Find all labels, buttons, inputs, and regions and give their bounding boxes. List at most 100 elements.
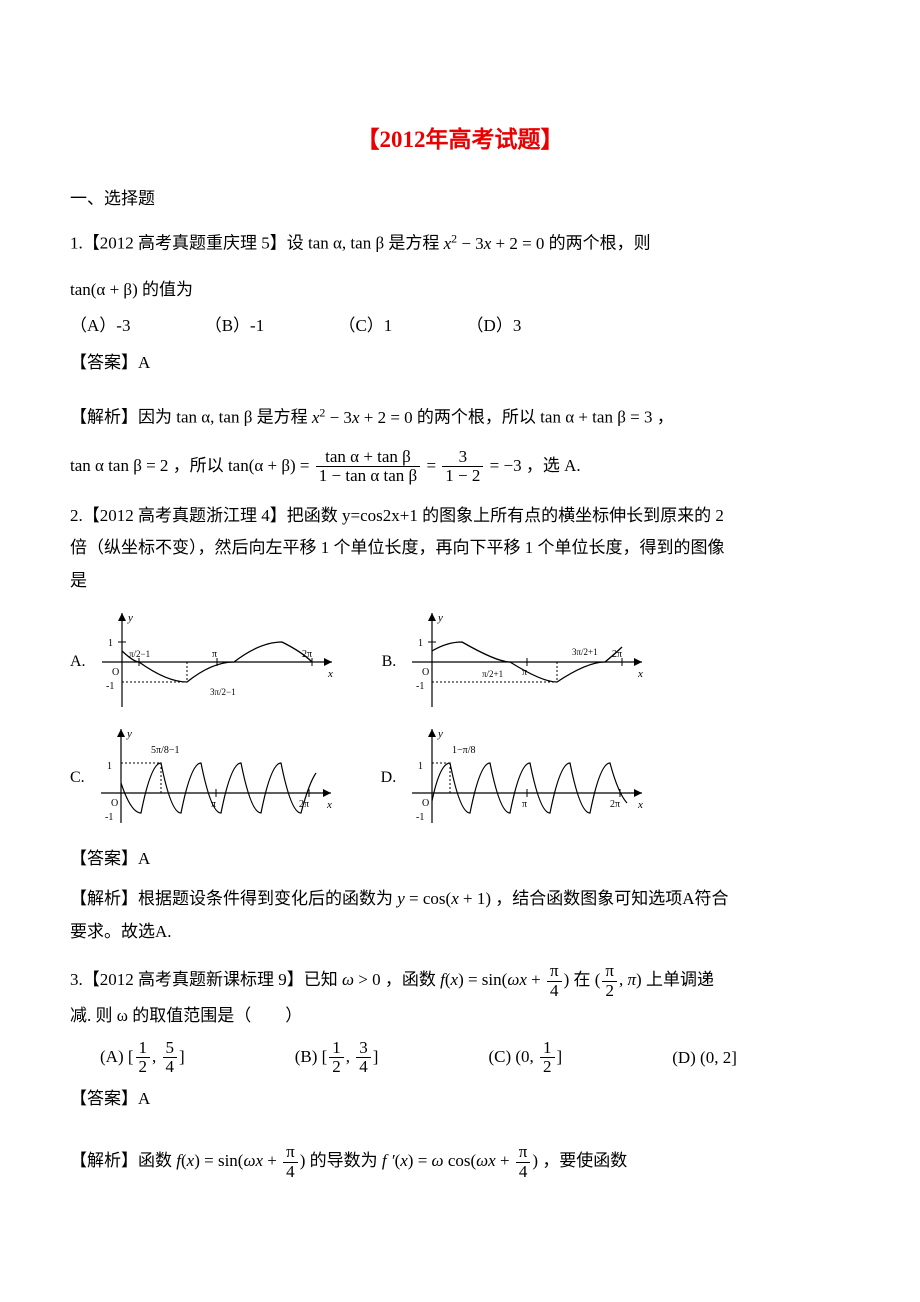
q2-graph-b: B. y x O 1 -1 xyxy=(382,607,653,717)
q3-interval: (π2, π) xyxy=(595,970,646,989)
q3-opt-a: (A) [12, 54] xyxy=(100,1039,185,1077)
q1-line2: tan(α + β) 的值为 xyxy=(70,274,850,306)
q1-analysis-line1: 【解析】因为 tan α, tan β 是方程 x2 − 3x + 2 = 0 … xyxy=(70,401,850,434)
q2-ana-post: ，结合函数图象可知选项A符合 xyxy=(495,889,728,908)
graph-a-svg: y x O 1 -1 π/2−1 π 3π/2−1 xyxy=(92,607,342,717)
svg-text:3π/2+1: 3π/2+1 xyxy=(572,647,598,657)
question-1: 1.【2012 高考真题重庆理 5】设 tan α, tan β 是方程 x2 … xyxy=(70,227,850,486)
q3-ana-pi4d2: 4 xyxy=(516,1163,531,1182)
q2-label-c: C. xyxy=(70,763,85,793)
q1-post: 的两个根，则 xyxy=(549,234,651,253)
q1-ana-pre: 【解析】因为 xyxy=(70,408,176,427)
q1-frac2-num: 3 xyxy=(442,448,483,468)
q2-label-d: D. xyxy=(381,763,397,793)
q2-answer: 【答案】A xyxy=(70,843,850,875)
q1-line1: 1.【2012 高考真题重庆理 5】设 tan α, tan β 是方程 x2 … xyxy=(70,227,850,260)
q2-stem2: 倍（纵坐标不变），然后向左平移 1 个单位长度，再向下平移 1 个单位长度，得到… xyxy=(70,532,850,564)
svg-text:1: 1 xyxy=(107,761,112,772)
page-title: 【2012年高考试题】 xyxy=(70,120,850,154)
svg-text:π/2−1: π/2−1 xyxy=(129,649,150,659)
q3-pre: 3.【2012 高考真题新课标理 9】已知 xyxy=(70,970,342,989)
q1-ana-eq: x2 − 3x + 2 = 0 xyxy=(312,408,417,427)
svg-text:1: 1 xyxy=(108,638,113,649)
q2-row1: A. y x O 1 -1 xyxy=(70,607,850,717)
q3a-post: ] xyxy=(179,1047,185,1066)
q3a-n2: 5 xyxy=(163,1039,178,1059)
q1-opt-d: （D）3 xyxy=(467,310,522,342)
svg-text:x: x xyxy=(637,799,643,811)
q3-pi4n: π xyxy=(547,962,562,982)
svg-text:-1: -1 xyxy=(416,812,424,823)
svg-text:O: O xyxy=(422,667,429,678)
q3-mid1: ，函数 xyxy=(385,970,440,989)
q2-stem1: 2.【2012 高考真题浙江理 4】把函数 y=cos2x+1 的图象上所有点的… xyxy=(70,500,850,532)
svg-text:π: π xyxy=(212,649,217,660)
q3b-pre: (B) [ xyxy=(295,1047,328,1066)
q3-stem-line2: 减. 则 ω 的取值范围是（ ） xyxy=(70,1000,850,1032)
q3a-mid: , xyxy=(152,1047,161,1066)
svg-text:1: 1 xyxy=(418,638,423,649)
q3-ana-pi4n2: π xyxy=(516,1143,531,1163)
q2-graphs: A. y x O 1 -1 xyxy=(70,607,850,833)
q3a-n1: 1 xyxy=(136,1039,151,1059)
q3-mid2: 在 xyxy=(573,970,594,989)
q1-analysis-line2: tan α tan β = 2 ，所以 tan(α + β) = tan α +… xyxy=(70,448,850,486)
svg-text:1: 1 xyxy=(418,761,423,772)
q1-ana-end: ，选 A. xyxy=(526,456,581,475)
q3-opt-c: (C) (0, 12] xyxy=(488,1039,562,1077)
q1-eq3: = −3 xyxy=(490,456,522,475)
q2-analysis-line2: 要求。故选A. xyxy=(70,916,850,948)
q3c-d: 2 xyxy=(540,1058,555,1077)
svg-text:y: y xyxy=(437,728,443,740)
q1-opt-b: （B）-1 xyxy=(205,310,265,342)
svg-text:5π/8−1: 5π/8−1 xyxy=(151,745,179,756)
svg-text:-1: -1 xyxy=(105,812,113,823)
q1-eq2: = xyxy=(426,456,440,475)
q1-mid: 是方程 xyxy=(388,234,443,253)
svg-text:y: y xyxy=(437,612,443,624)
q3b-post: ] xyxy=(373,1047,379,1066)
q3c-n: 1 xyxy=(540,1039,555,1059)
q3-ana-pi4n1: π xyxy=(283,1143,298,1163)
svg-text:2π: 2π xyxy=(610,799,620,810)
q1-ana2b: ，所以 xyxy=(173,456,228,475)
q3-cond: ω > 0 xyxy=(342,970,381,989)
q1-options: （A）-3 （B）-1 （C）1 （D）3 xyxy=(70,310,850,342)
q3a-d1: 2 xyxy=(136,1058,151,1077)
q1-ana-mid2: 的两个根，所以 xyxy=(417,408,540,427)
svg-text:y: y xyxy=(127,612,133,624)
q2-graph-d: D. y x O 1 -1 1−π/8 xyxy=(381,723,653,833)
svg-text:π: π xyxy=(522,667,527,678)
exam-page: 【2012年高考试题】 一、选择题 1.【2012 高考真题重庆理 5】设 ta… xyxy=(0,0,920,1302)
q1-opt-a: （A）-3 xyxy=(70,310,130,342)
svg-text:3π/2−1: 3π/2−1 xyxy=(210,687,236,697)
svg-text:2π: 2π xyxy=(302,649,312,660)
svg-text:O: O xyxy=(422,798,429,809)
svg-text:π/2+1: π/2+1 xyxy=(482,669,503,679)
q3-ana-fx: f(x) = sin(ωx + π4) xyxy=(176,1151,309,1170)
q3-ana-fpx: f ′(x) = ω cos(ωx + π4) xyxy=(382,1151,542,1170)
q3-post: 上单调递 xyxy=(646,970,714,989)
q2-ana-pre: 【解析】根据题设条件得到变化后的函数为 xyxy=(70,889,397,908)
graph-d-svg: y x O 1 -1 1−π/8 π 2π xyxy=(402,723,652,833)
q3-opt-b: (B) [12, 34] xyxy=(295,1039,379,1077)
q2-analysis-line1: 【解析】根据题设条件得到变化后的函数为 y = cos(x + 1) ，结合函数… xyxy=(70,883,850,915)
q2-graph-a: A. y x O 1 -1 xyxy=(70,607,342,717)
section-heading: 一、选择题 xyxy=(70,184,850,209)
svg-text:-1: -1 xyxy=(416,681,424,692)
q3-stem-line1: 3.【2012 高考真题新课标理 9】已知 ω > 0 ，函数 f(x) = s… xyxy=(70,962,850,1000)
q1-frac2-den: 1 − 2 xyxy=(442,467,483,486)
svg-text:x: x xyxy=(637,668,643,680)
q3c-pre: (C) (0, xyxy=(488,1047,538,1066)
q1-pre: 1.【2012 高考真题重庆理 5】设 xyxy=(70,234,308,253)
q1-frac1: tan α + tan β 1 − tan α tan β xyxy=(316,448,420,486)
q1-ana-mid1: 是方程 xyxy=(257,408,312,427)
q3b-n1: 1 xyxy=(329,1039,344,1059)
q1-frac1-num: tan α + tan β xyxy=(316,448,420,468)
q1-opt-c: （C）1 xyxy=(338,310,392,342)
q2-label-a: A. xyxy=(70,647,86,677)
svg-text:2π: 2π xyxy=(612,649,622,660)
q3b-n2: 3 xyxy=(356,1039,371,1059)
svg-text:O: O xyxy=(111,798,118,809)
graph-c-svg: y x O 1 -1 5π/8−1 π 2π xyxy=(91,723,341,833)
